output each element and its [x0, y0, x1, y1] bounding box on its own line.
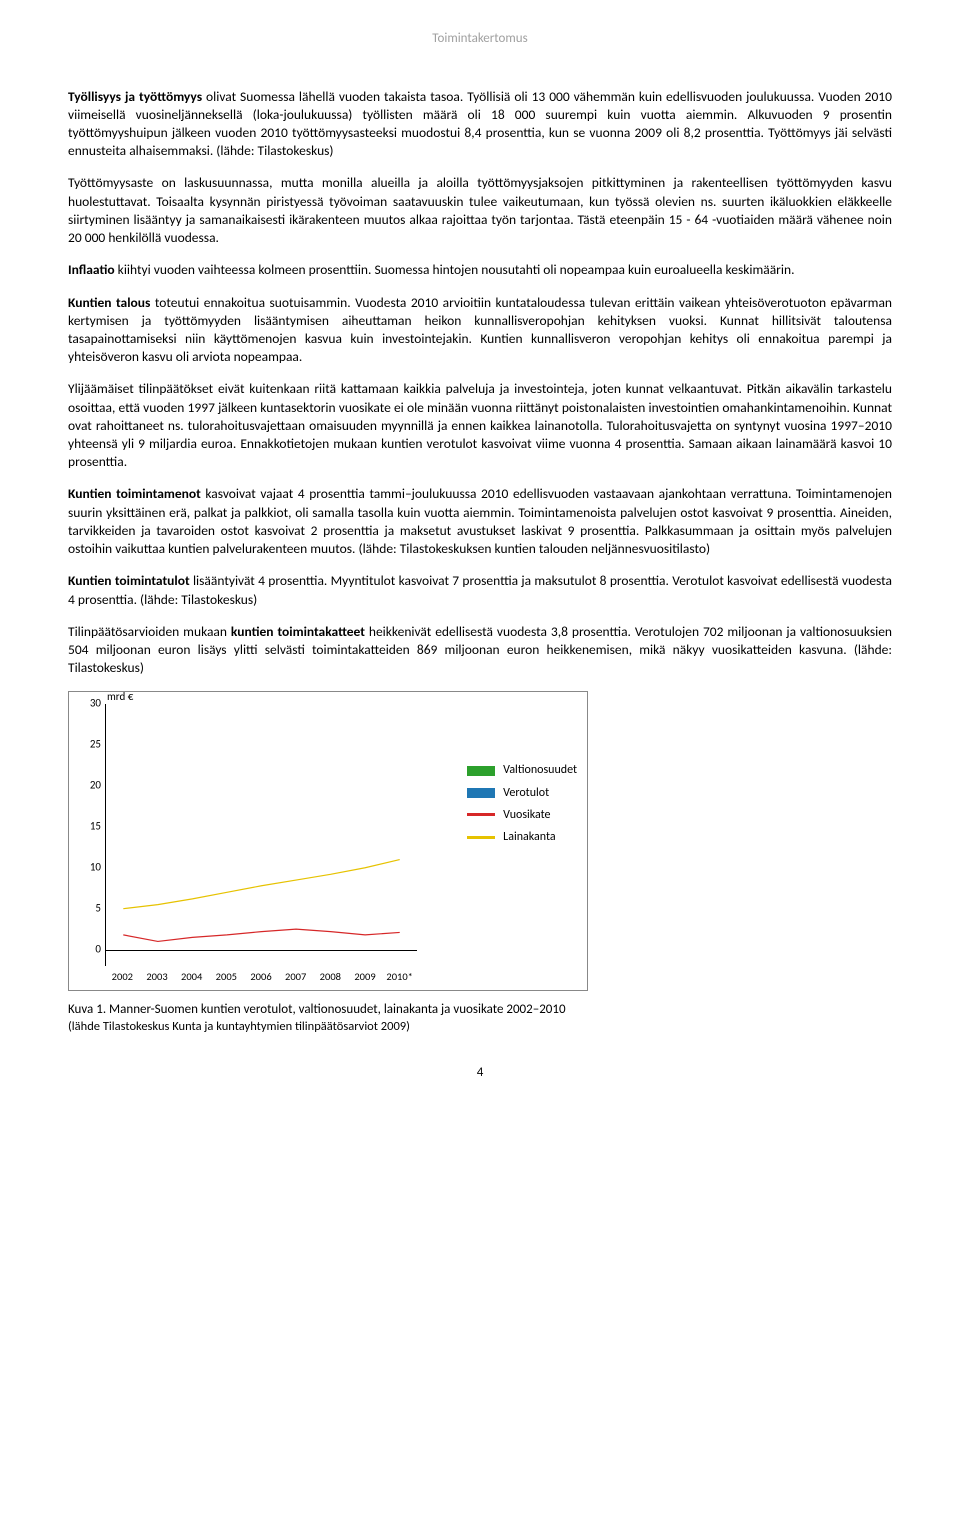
- p6-lead: Kuntien toimintamenot: [68, 485, 201, 502]
- legend-item-lainakanta: Lainakanta: [467, 829, 577, 845]
- header-title: Toimintakertomus: [432, 31, 527, 46]
- chart-caption: Kuva 1. Manner-Suomen kuntien verotulot,…: [68, 1001, 892, 1019]
- p4-text: toteutui ennakoitua suotuisammin. Vuodes…: [68, 294, 892, 366]
- document-body: Työllisyys ja työttömyys olivat Suomessa…: [68, 88, 892, 678]
- paragraph-5: Ylijäämäiset tilinpäätökset eivät kuiten…: [68, 380, 892, 471]
- legend-label-lainakanta: Lainakanta: [503, 829, 555, 845]
- paragraph-8: Tilinpäätösarvioiden mukaan kuntien toim…: [68, 623, 892, 678]
- legend-swatch-valtionosuudet: [467, 766, 495, 776]
- page-number: 4: [68, 1064, 892, 1082]
- legend-label-verotulot: Verotulot: [503, 785, 549, 801]
- paragraph-3: Inflaatio kiihtyi vuoden vaihteessa kolm…: [68, 261, 892, 279]
- chart-y-axis: 051015202530: [77, 692, 101, 990]
- p3-text: kiihtyi vuoden vaihteessa kolmeen prosen…: [115, 261, 795, 278]
- legend-line-lainakanta: [467, 836, 495, 839]
- p3-lead: Inflaatio: [68, 261, 115, 278]
- legend-label-valtionosuudet: Valtionosuudet: [503, 762, 577, 778]
- legend-item-vuosikate: Vuosikate: [467, 807, 577, 823]
- paragraph-2: Työttömyysaste on laskusuunnassa, mutta …: [68, 174, 892, 247]
- paragraph-4: Kuntien talous toteutui ennakoitua suotu…: [68, 294, 892, 367]
- p8-lead: kuntien toimintakatteet: [231, 623, 365, 640]
- p4-lead: Kuntien talous: [68, 294, 150, 311]
- chart-lines-svg: [106, 704, 417, 966]
- chart-x-axis: 200220032004200520062007200820092010*: [105, 970, 417, 986]
- legend-item-verotulot: Verotulot: [467, 785, 577, 801]
- p8a-text: Tilinpäätösarvioiden mukaan: [68, 623, 231, 640]
- p1-lead: Työllisyys ja työttömyys: [68, 88, 202, 105]
- finance-chart: mrd € 051015202530 200220032004200520062…: [68, 691, 588, 991]
- chart-unit-label: mrd €: [107, 690, 133, 705]
- p7-lead: Kuntien toimintatulot: [68, 572, 190, 589]
- legend-line-vuosikate: [467, 813, 495, 816]
- chart-legend: Valtionosuudet Verotulot Vuosikate Laina…: [467, 762, 577, 851]
- paragraph-6: Kuntien toimintamenot kasvoivat vajaat 4…: [68, 485, 892, 558]
- legend-item-valtionosuudet: Valtionosuudet: [467, 762, 577, 778]
- document-header: Toimintakertomus: [68, 30, 892, 48]
- paragraph-7: Kuntien toimintatulot lisääntyivät 4 pro…: [68, 572, 892, 608]
- legend-label-vuosikate: Vuosikate: [503, 807, 550, 823]
- chart-caption-source: (lähde Tilastokeskus Kunta ja kuntayhtym…: [68, 1019, 892, 1036]
- p7-text: lisääntyivät 4 prosenttia. Myyntitulot k…: [68, 572, 892, 607]
- legend-swatch-verotulot: [467, 788, 495, 798]
- paragraph-1: Työllisyys ja työttömyys olivat Suomessa…: [68, 88, 892, 161]
- chart-plot-area: [105, 704, 417, 966]
